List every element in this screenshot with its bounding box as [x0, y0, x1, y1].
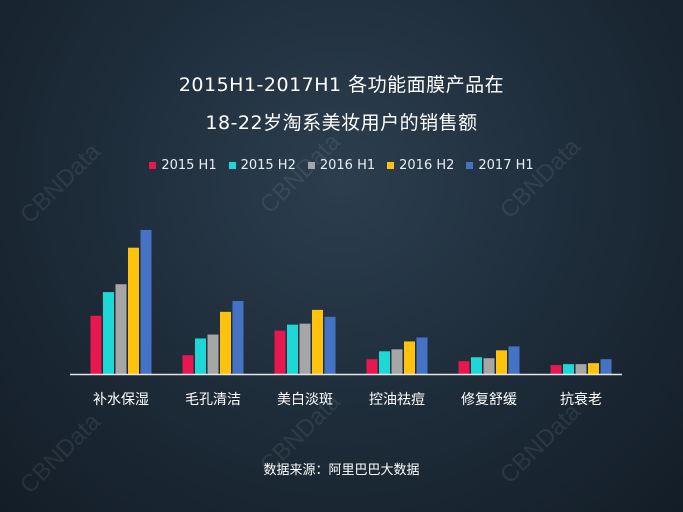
bar: [90, 315, 102, 374]
legend-item: 2015 H2: [228, 158, 296, 173]
legend-label: 2016 H2: [399, 158, 455, 173]
bar: [287, 324, 298, 374]
bar: [600, 359, 612, 374]
legend-label: 2016 H1: [319, 158, 376, 173]
bar: [299, 323, 311, 374]
bar: [404, 341, 415, 374]
category-label: 抗衰老: [560, 391, 602, 408]
bar: [312, 309, 323, 374]
legend-swatch: [228, 162, 236, 169]
bar: [115, 284, 127, 374]
category-label: 美白淡斑: [277, 392, 333, 408]
bar: [458, 361, 470, 374]
legend-item: 2015 H1: [149, 158, 217, 173]
bar: [366, 359, 378, 374]
bar: [391, 349, 403, 374]
bar: [575, 364, 587, 374]
bar: [588, 363, 599, 374]
bar: [103, 292, 114, 374]
bar: [232, 300, 244, 374]
legend-swatch: [466, 162, 474, 169]
legend-swatch: [307, 162, 315, 169]
bar: [324, 316, 336, 374]
bar: [471, 357, 482, 374]
bar: [483, 358, 495, 374]
bar: [128, 247, 139, 374]
bar: [207, 334, 219, 374]
legend-item: 2016 H1: [307, 158, 376, 173]
legend-item: 2017 H1: [466, 158, 534, 173]
chart-title-line-2: 18-22岁淘系美妆用户的销售额: [205, 112, 478, 134]
category-label: 毛孔清洁: [185, 392, 241, 408]
bar: [274, 330, 286, 374]
bar: [220, 311, 231, 374]
bar: [140, 229, 152, 374]
bar: [379, 351, 390, 374]
legend-label: 2015 H2: [240, 158, 296, 173]
legend-swatch: [149, 162, 157, 169]
category-label: 修复舒缓: [461, 391, 517, 408]
bar: [508, 346, 520, 374]
bar: [550, 365, 562, 374]
legend-swatch: [387, 162, 395, 169]
legend-item: 2016 H2: [387, 158, 454, 173]
bar: [563, 364, 574, 374]
legend-label: 2015 H1: [161, 158, 217, 173]
bar: [195, 338, 206, 374]
category-label: 补水保湿: [93, 392, 149, 408]
bar: [416, 337, 428, 374]
category-label: 控油祛痘: [369, 392, 425, 408]
data-source-note: 数据来源：阿里巴巴大数据: [263, 463, 420, 478]
legend-label: 2017 H1: [478, 158, 534, 173]
chart-legend: 2015 H1 2015 H2 2016 H1 2016 H2 2017 H1: [0, 158, 683, 173]
chart-title-line-1: 2015H1-2017H1 各功能面膜产品在: [178, 74, 505, 96]
bar: [496, 350, 507, 374]
bar: [182, 355, 194, 374]
